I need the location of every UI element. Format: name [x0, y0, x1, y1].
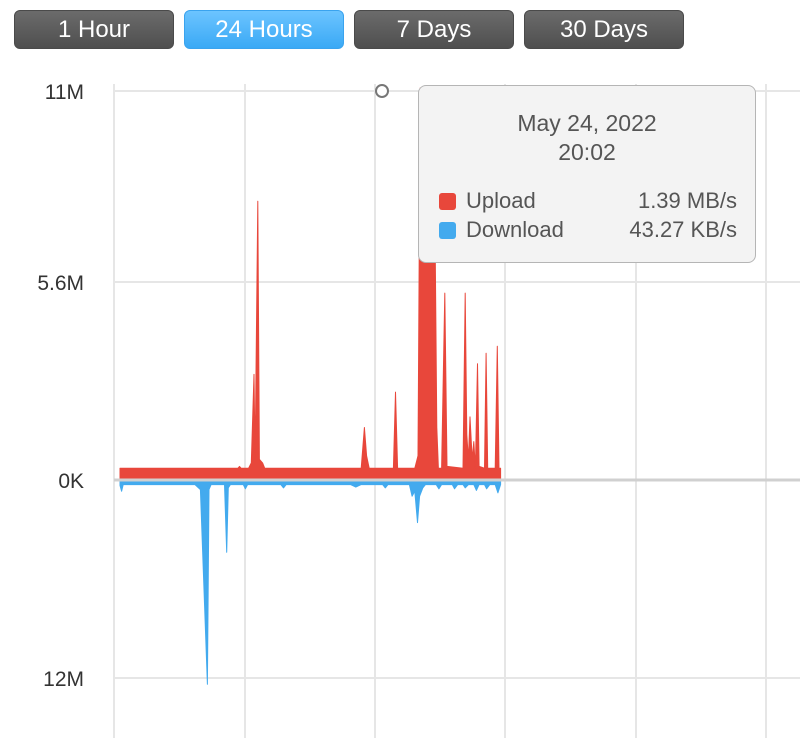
tooltip-download-label: Download — [466, 217, 564, 242]
download-swatch-icon — [439, 221, 456, 239]
y-tick-label: 0K — [58, 470, 84, 493]
tab-7-days[interactable]: 7 Days — [354, 10, 514, 49]
y-tick-label: 5.6M — [37, 272, 84, 295]
hover-tooltip: May 24, 2022 20:02 Upload 1.39 MB/s Down… — [418, 85, 756, 263]
y-axis-ticks: 11M 5.6M 0K 12M — [37, 81, 84, 691]
upload-swatch-icon — [439, 192, 456, 210]
tab-24-hours[interactable]: 24 Hours — [184, 10, 344, 49]
tooltip-row-download: Download 43.27 KB/s — [439, 215, 737, 245]
tab-1-hour[interactable]: 1 Hour — [14, 10, 174, 49]
y-tick-label: 11M — [45, 81, 84, 104]
y-tick-label: 12M — [43, 668, 84, 691]
tooltip-upload-value: 1.39 MB/s — [637, 188, 737, 213]
tooltip-download-value: 43.27 KB/s — [629, 217, 737, 242]
tooltip-date: May 24, 2022 — [517, 110, 657, 136]
hover-marker — [375, 84, 389, 98]
download-area — [119, 479, 502, 685]
tooltip-upload-label: Upload — [466, 188, 536, 213]
tooltip-row-upload — [439, 271, 737, 301]
tooltip-time: 20:02 — [558, 139, 616, 165]
range-tabs: 1 Hour 24 Hours 7 Days 30 Days — [14, 10, 684, 49]
tab-30-days[interactable]: 30 Days — [524, 10, 684, 49]
tooltip-row-upload: Upload 1.39 MB/s — [439, 186, 737, 216]
